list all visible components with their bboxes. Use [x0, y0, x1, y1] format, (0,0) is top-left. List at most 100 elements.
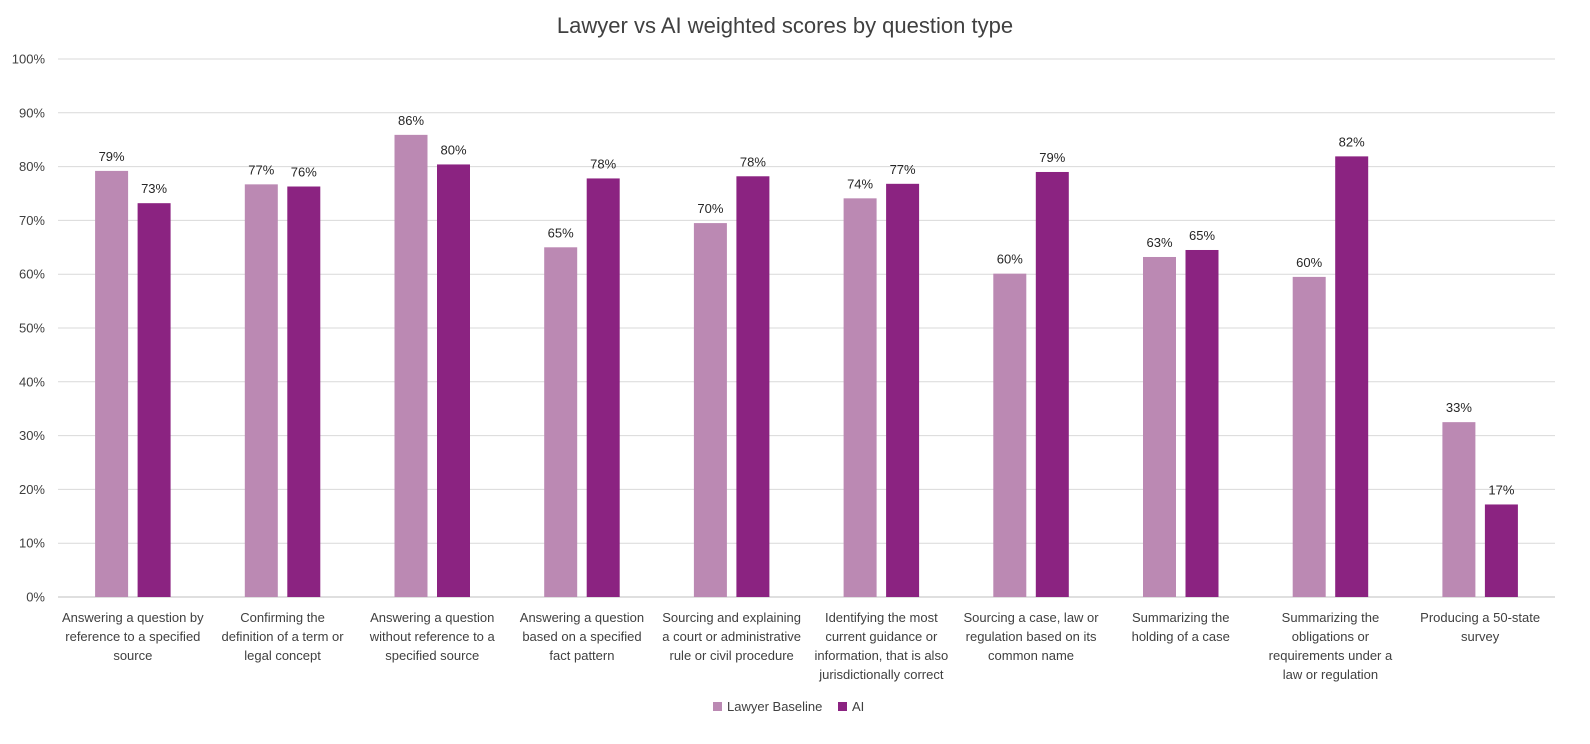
legend-swatch-lawyer-baseline — [713, 702, 722, 711]
x-category-label: Answering a question based on a specified… — [520, 610, 644, 663]
bar-ai — [736, 176, 770, 597]
bar-lawyer-baseline — [693, 223, 727, 597]
data-label-ai: 79% — [1039, 150, 1065, 165]
x-category-label: Confirming the definition of a term or leg… — [221, 610, 344, 663]
x-category-label: Identifying the most current guidance or i… — [815, 610, 949, 682]
y-tick-label: 80% — [19, 159, 45, 174]
x-category-label-line: law or regulation — [1283, 667, 1378, 682]
x-category-label-line: requirements under a — [1269, 648, 1393, 663]
y-tick-label: 0% — [26, 590, 45, 605]
bar-ai — [1484, 504, 1518, 597]
x-category-label: Producing a 50-state survey — [1420, 610, 1540, 644]
x-category-label-line: jurisdictionally correct — [818, 667, 944, 682]
x-category-label-line: legal concept — [244, 648, 321, 663]
x-category-label-line: Summarizing the — [1282, 610, 1380, 625]
x-category-label-line: based on a specified — [522, 629, 641, 644]
data-label-ai: 78% — [740, 154, 766, 169]
data-label-ai: 73% — [141, 181, 167, 196]
data-label-ai: 77% — [890, 162, 916, 177]
gridlines — [58, 58, 1555, 598]
x-category-label-line: regulation based on its — [966, 629, 1097, 644]
y-tick-label: 100% — [12, 52, 46, 67]
bar-lawyer-baseline — [1292, 276, 1326, 597]
x-category-label-line: definition of a term or — [221, 629, 344, 644]
x-category-label-line: Answering a question by — [62, 610, 204, 625]
x-category-label-line: Summarizing the — [1132, 610, 1230, 625]
data-label-lawyer-baseline: 65% — [548, 225, 574, 240]
y-tick-label: 90% — [19, 105, 45, 120]
x-category-label: Answering a question without reference to… — [369, 610, 496, 663]
data-label-lawyer-baseline: 79% — [99, 149, 125, 164]
data-label-ai: 65% — [1189, 228, 1215, 243]
bar-ai — [1335, 156, 1369, 598]
bar-lawyer-baseline — [95, 170, 129, 598]
data-labels: 79% 73% 77% 76% 86% 80% 65% 78% 70% 78% 74% 77% 60% 7… — [99, 113, 1515, 498]
data-label-lawyer-baseline: 60% — [1296, 255, 1322, 270]
data-label-lawyer-baseline: 60% — [997, 252, 1023, 267]
x-category-label-line: a court or administrative — [662, 629, 801, 644]
bar-ai — [137, 203, 171, 597]
data-label-lawyer-baseline: 33% — [1446, 400, 1472, 415]
x-category-label-line: Answering a question — [370, 610, 494, 625]
bar-ai — [886, 183, 920, 598]
x-category-label-line: Confirming the — [240, 610, 325, 625]
x-category-label-line: rule or civil procedure — [670, 648, 794, 663]
data-label-ai: 78% — [590, 156, 616, 171]
y-tick-label: 30% — [19, 428, 45, 443]
data-label-ai: 76% — [291, 165, 317, 180]
y-tick-label: 20% — [19, 482, 45, 497]
x-category-label-line: Answering a question — [520, 610, 644, 625]
bar-ai — [287, 186, 321, 598]
bar-ai — [1035, 171, 1069, 598]
bar-lawyer-baseline — [394, 134, 428, 597]
data-label-lawyer-baseline: 86% — [398, 113, 424, 128]
bars — [95, 134, 1518, 598]
y-tick-label: 60% — [19, 267, 45, 282]
x-category-label-line: without reference to a — [369, 629, 496, 644]
data-label-lawyer-baseline: 63% — [1146, 235, 1172, 250]
legend-label-ai: AI — [852, 699, 864, 714]
x-category-label: Summarizing the obligations or requirement… — [1269, 610, 1393, 682]
data-label-ai: 80% — [440, 142, 466, 157]
y-tick-label: 50% — [19, 321, 45, 336]
y-tick-label: 70% — [19, 213, 45, 228]
x-category-label: Sourcing and explaining a court or admini… — [662, 610, 801, 663]
y-tick-label: 40% — [19, 374, 45, 389]
x-category-label: Answering a question by reference to a sp… — [62, 610, 204, 663]
legend: Lawyer Baseline AI — [713, 699, 864, 714]
x-category-label-line: obligations or — [1292, 629, 1370, 644]
data-label-ai: 82% — [1339, 134, 1365, 149]
y-axis-ticks: 0% 10% 20% 30% 40% 50% 60% 70% 80% 90% 100% — [12, 52, 46, 605]
x-category-label-line: Sourcing a case, law or — [963, 610, 1099, 625]
x-category-label-line: common name — [988, 648, 1074, 663]
legend-label-lawyer-baseline: Lawyer Baseline — [727, 699, 822, 714]
bar-lawyer-baseline — [1143, 256, 1176, 597]
x-category-label-line: source — [113, 648, 152, 663]
bar-lawyer-baseline — [843, 198, 877, 598]
x-category-label-line: Sourcing and explaining — [662, 610, 801, 625]
x-category-label: Sourcing a case, law or regulation based … — [963, 610, 1099, 663]
x-category-label-line: information, that is also — [815, 648, 949, 663]
y-tick-label: 10% — [19, 536, 45, 551]
bar-ai — [437, 164, 470, 597]
data-label-ai: 17% — [1488, 482, 1514, 497]
bar-ai — [586, 178, 620, 597]
data-label-lawyer-baseline: 77% — [248, 162, 274, 177]
bar-lawyer-baseline — [244, 184, 278, 597]
x-category-label: Summarizing the holding of a case — [1132, 610, 1230, 644]
x-category-label-line: specified source — [385, 648, 479, 663]
legend-swatch-ai — [838, 702, 847, 711]
x-category-label-line: survey — [1461, 629, 1500, 644]
data-label-lawyer-baseline: 70% — [697, 201, 723, 216]
chart-title: Lawyer vs AI weighted scores by question… — [557, 13, 1013, 38]
x-category-label-line: fact pattern — [549, 648, 614, 663]
bar-lawyer-baseline — [993, 273, 1027, 597]
bar-lawyer-baseline — [1442, 422, 1476, 597]
data-label-lawyer-baseline: 74% — [847, 176, 873, 191]
bar-lawyer-baseline — [544, 247, 578, 598]
x-category-label-line: Identifying the most — [825, 610, 938, 625]
x-category-label-line: Producing a 50-state — [1420, 610, 1540, 625]
bar-ai — [1185, 249, 1219, 598]
